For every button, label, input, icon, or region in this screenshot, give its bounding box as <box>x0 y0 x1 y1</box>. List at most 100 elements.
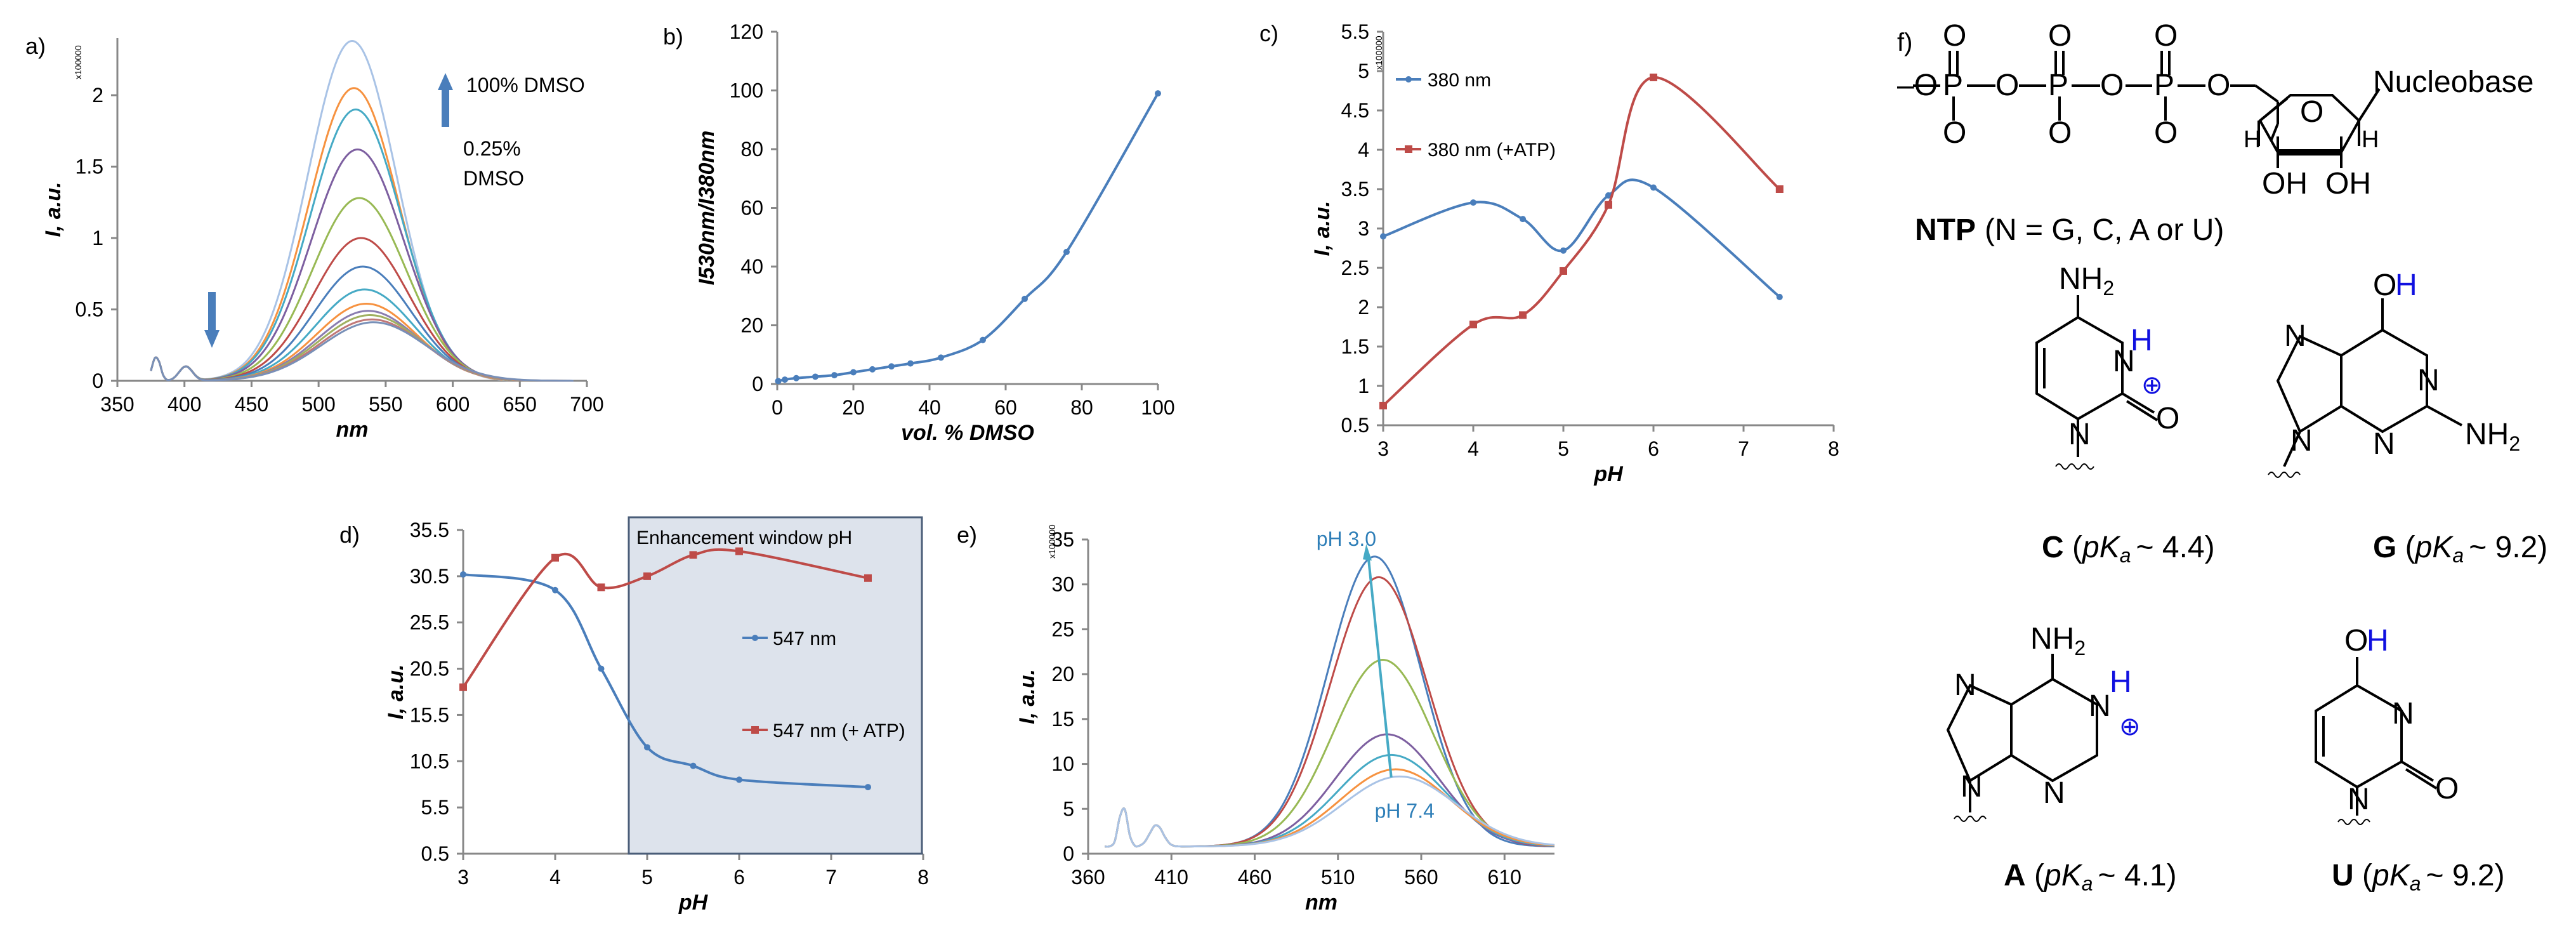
data-point <box>736 776 742 783</box>
y-tick-label: 15.5 <box>410 703 449 726</box>
y-tick-label: 0.5 <box>1341 414 1369 437</box>
a-n1: N <box>2089 689 2111 723</box>
x-tick-label: 5 <box>1558 437 1569 460</box>
cytosine-structure <box>2035 295 2159 470</box>
data-point <box>643 572 651 580</box>
x-tick-label: 410 <box>1155 866 1188 889</box>
data-point <box>1063 248 1070 255</box>
data-point <box>735 547 743 555</box>
y-tick-label: 5 <box>1063 797 1074 820</box>
guanine-structure <box>2268 298 2462 478</box>
peak-shift-line <box>1367 553 1393 778</box>
g-n3: N <box>2373 427 2395 461</box>
scale-note-a: x100000 <box>73 45 83 79</box>
scale-note-c: x100000 <box>1374 36 1384 70</box>
a-h-proton: H <box>2110 665 2132 699</box>
x-tick-label: 6 <box>1648 437 1659 460</box>
scale-note-e: x100000 <box>1047 524 1057 559</box>
data-point <box>1650 184 1657 191</box>
uracil-structure <box>2315 657 2438 825</box>
data-point <box>864 574 872 582</box>
ntp-o3-bottom: O <box>2154 116 2178 150</box>
y-tick-label: 5 <box>1358 60 1369 83</box>
a-n3: N <box>2043 776 2065 810</box>
y-tick-label: 40 <box>740 255 763 278</box>
chem-labels: –O P O O O P O O O P O O O O Nucleobase … <box>1897 19 2547 895</box>
y-tick-label: 15 <box>1051 708 1074 731</box>
a-nh2: NH2 <box>2030 622 2086 659</box>
ntp-o2-bottom: O <box>2048 116 2072 150</box>
data-point <box>597 583 605 592</box>
data-point <box>831 372 838 379</box>
x-tick-label: 510 <box>1321 866 1355 889</box>
x-tick-label: 8 <box>917 866 929 889</box>
spectrum-curve <box>1105 555 1555 848</box>
ntp-p2: P <box>2048 69 2068 102</box>
y-tick-label: 30.5 <box>410 565 449 588</box>
y-tick-label: 0.5 <box>76 298 103 321</box>
x-tick-label: 500 <box>301 393 335 416</box>
panel-label-c: c) <box>1259 20 1278 46</box>
ntp-o1-bottom: O <box>1943 116 1966 150</box>
annotation-dmso: DMSO <box>463 167 524 190</box>
y-tick-label: 1 <box>1358 374 1369 397</box>
y-tick-label: 2 <box>1358 296 1369 319</box>
data-point <box>1605 201 1612 209</box>
x-tick-label: 450 <box>235 393 268 416</box>
down-arrow-head <box>204 330 220 348</box>
ntp-o-bridge1: O <box>1995 69 2019 102</box>
y-tick-label: 4.5 <box>1341 99 1369 122</box>
u-h-proton: H <box>2367 624 2389 658</box>
c-o2: O <box>2156 402 2179 435</box>
spectrum-curve <box>150 321 574 382</box>
panel-label-f: f) <box>1897 29 1912 56</box>
a-plus-charge: ⊕ <box>2119 713 2141 741</box>
data-point <box>1775 185 1784 193</box>
y-tick-label: 10 <box>1051 753 1074 776</box>
up-arrow-shaft <box>442 89 449 127</box>
y-tick-label: 2 <box>92 84 103 107</box>
down-arrow-shaft <box>208 292 216 331</box>
c-caption: C (pKa ~ 4.4) <box>2042 531 2215 567</box>
x-tick-label: 8 <box>1828 437 1839 460</box>
y-tick-label: 80 <box>740 138 763 161</box>
chart-c: 3 4 5 6 7 8 0.5 1 1.5 2 2.5 3 3.5 4 4.5 5 5.5 pH I, a.u. 38… <box>1310 20 1839 486</box>
y-tick-label: 1.5 <box>76 156 103 178</box>
u-n1: N <box>2348 783 2370 816</box>
ribose-o: O <box>2300 95 2323 129</box>
x-tick-label: 6 <box>733 866 745 889</box>
enhancement-window <box>628 516 923 855</box>
x-tick-label: 350 <box>100 393 134 416</box>
x-tick-label: 5 <box>641 866 653 889</box>
x-axis-label: pH <box>1593 462 1624 486</box>
y-tick-label: 25 <box>1051 618 1074 640</box>
a-n9: N <box>1961 770 1983 804</box>
data-point <box>1560 267 1567 275</box>
y-tick-label: 10.5 <box>410 750 449 772</box>
x-tick-label: 600 <box>436 393 470 416</box>
ntp-o-minus-left: –O <box>1897 69 1938 102</box>
ntp-p3: P <box>2154 69 2174 102</box>
data-point <box>552 586 558 593</box>
u-o: O <box>2344 624 2368 658</box>
y-tick-label: 5.5 <box>421 796 449 819</box>
data-point <box>1560 247 1567 254</box>
data-point <box>1650 73 1657 81</box>
data-point <box>793 374 799 381</box>
x-tick-label: 650 <box>503 393 537 416</box>
y-tick-label: 1 <box>92 227 103 249</box>
x-tick-label: 3 <box>457 866 469 889</box>
legend-marker-547-atp <box>751 726 759 734</box>
data-point <box>551 553 559 562</box>
a-n7: N <box>1954 668 1976 702</box>
y-tick-label: 20.5 <box>410 658 449 680</box>
g-n1: N <box>2417 364 2440 397</box>
data-point <box>1776 293 1783 300</box>
x-axis-label: pH <box>678 891 709 915</box>
series-line-ratio <box>778 93 1159 383</box>
spectrum-curve <box>1105 768 1555 848</box>
x-tick-label: 610 <box>1488 866 1521 889</box>
chemical-structures <box>1913 51 2462 825</box>
